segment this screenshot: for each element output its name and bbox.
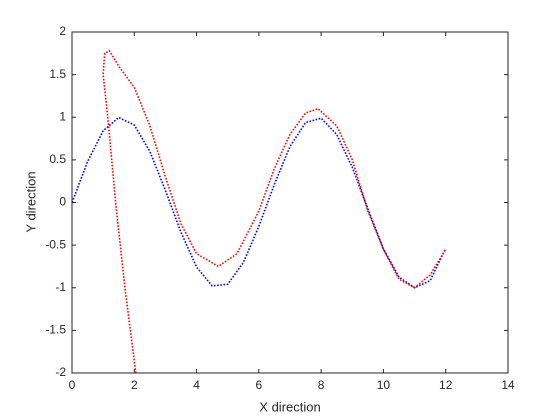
y-tick-label: -1.5	[45, 323, 66, 337]
x-axis-label: X direction	[259, 399, 320, 414]
x-tick-label: 6	[256, 378, 263, 392]
y-axis-label: Y direction	[23, 171, 38, 232]
x-tick-label: 14	[501, 378, 515, 392]
y-tick-label: -0.5	[45, 237, 66, 251]
x-tick-label: 4	[193, 378, 200, 392]
x-tick-label: 2	[131, 378, 138, 392]
x-tick-label: 8	[318, 378, 325, 392]
data-line	[71, 116, 447, 289]
data-line	[102, 49, 447, 374]
plot-frame	[71, 31, 509, 374]
y-tick-label: 0	[59, 195, 66, 209]
y-tick-label: -2	[55, 365, 66, 379]
x-tick-label: 12	[439, 378, 453, 392]
x-tick-label: 0	[69, 378, 76, 392]
x-tick-label: 10	[377, 378, 391, 392]
y-tick-label: -1	[55, 280, 66, 294]
y-tick-label: 2	[59, 24, 66, 38]
y-tick-label: 1.5	[49, 67, 66, 81]
y-tick-label: 1	[59, 109, 66, 123]
y-tick-label: 0.5	[49, 152, 66, 166]
